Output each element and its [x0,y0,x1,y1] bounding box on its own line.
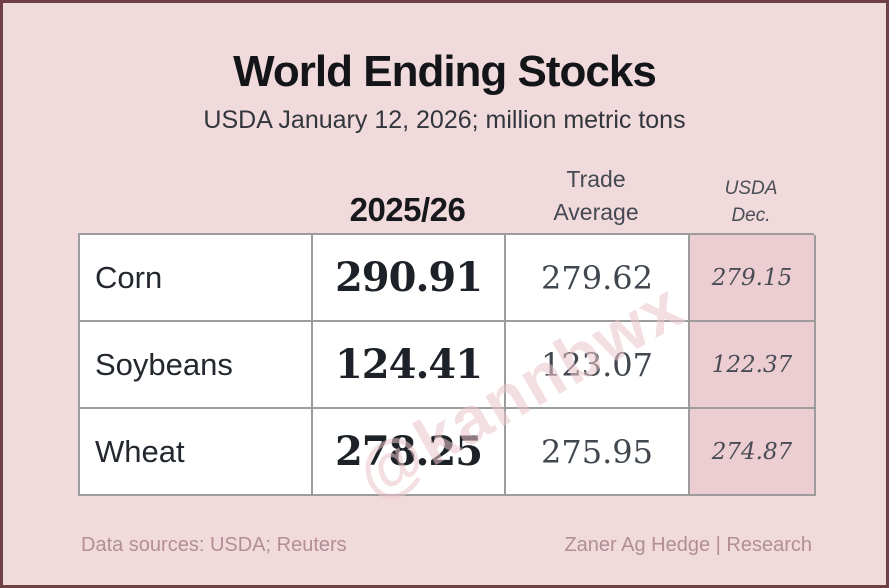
row-wheat-trade-average: 275.95 [506,409,690,496]
page-title: World Ending Stocks [233,47,657,96]
footer-attribution: Zaner Ag Hedge | Research [564,534,812,556]
row-corn-usda-dec: 279.15 [690,235,816,322]
row-soybeans-current-value: 124.41 [313,322,506,409]
trade-average-line2: Average [553,199,639,225]
column-header-usda-dec: USDA Dec. [688,175,814,233]
footer: Data sources: USDA; Reuters Zaner Ag Hed… [81,534,812,557]
trade-average-line1: Trade [566,166,626,192]
footer-data-sources: Data sources: USDA; Reuters [81,534,347,556]
page-subtitle: USDA January 12, 2026; million metric to… [203,106,686,134]
table-column-headers: 2025/26 Trade Average USDA Dec. [78,163,814,233]
row-soybeans-trade-average: 123.07 [506,322,690,409]
row-soybeans-label: Soybeans [80,322,313,409]
row-corn-label: Corn [80,235,313,322]
row-wheat-current-value: 278.25 [313,409,506,496]
data-table: Corn 290.91 279.62 279.15 Soybeans 124.4… [78,233,816,496]
column-header-season: 2025/26 [349,191,466,228]
column-header-commodity [78,229,311,233]
row-corn-current-value: 290.91 [313,235,506,322]
column-header-trade-average: Trade Average [504,163,688,233]
row-wheat-usda-dec: 274.87 [690,409,816,496]
usda-dec-line2: Dec. [731,205,771,226]
usda-dec-line1: USDA [724,178,778,199]
row-wheat-label: Wheat [80,409,313,496]
row-soybeans-usda-dec: 122.37 [690,322,816,409]
row-corn-trade-average: 279.62 [506,235,690,322]
